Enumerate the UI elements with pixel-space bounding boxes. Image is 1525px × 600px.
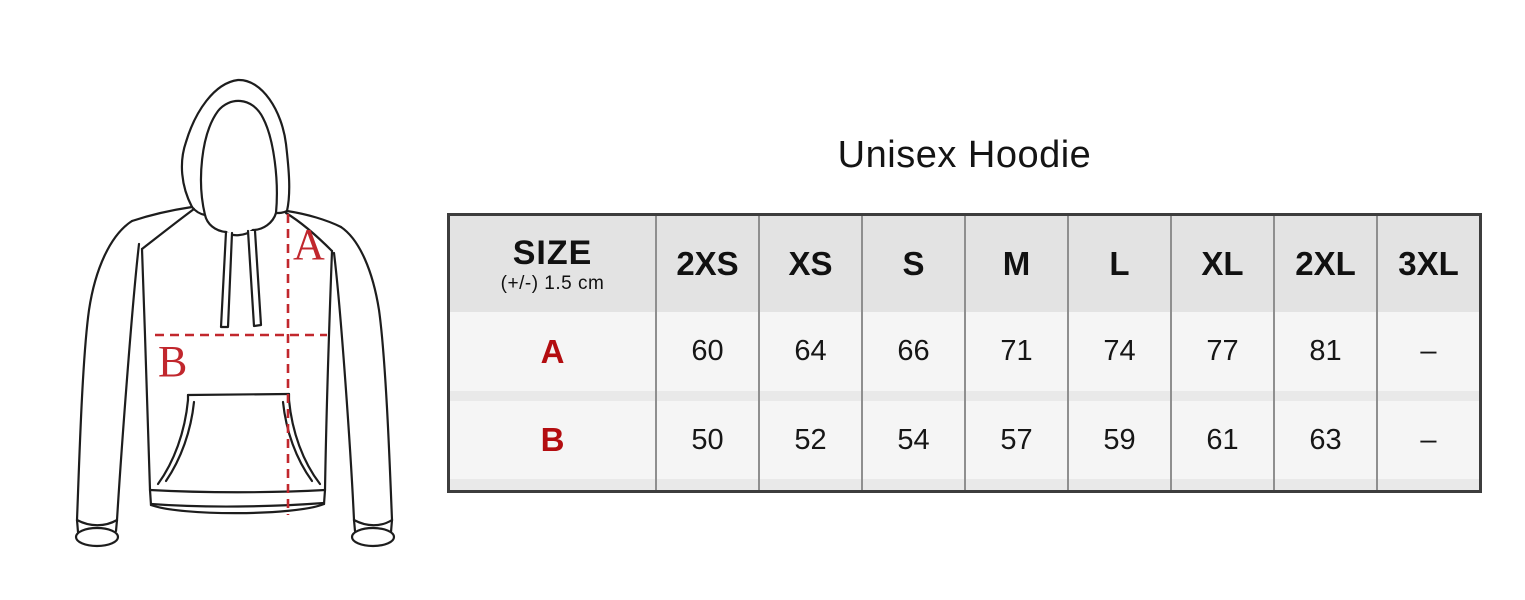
column-header: M (966, 216, 1067, 312)
value-b-l: 59 (1069, 401, 1170, 479)
value-b-2xl: 63 (1275, 401, 1376, 479)
row-label-b: B (450, 401, 655, 479)
column-header: L (1069, 216, 1170, 312)
value-b-3xl: – (1378, 401, 1479, 479)
hoodie-diagram: A B (74, 78, 396, 548)
value-a-2xs: 60 (657, 312, 758, 391)
column-header: XL (1172, 216, 1273, 312)
column-header: 2XL (1275, 216, 1376, 312)
value-a-2xl: 81 (1275, 312, 1376, 391)
size-tolerance-label: (+/-) 1.5 cm (500, 272, 605, 294)
page-title: Unisex Hoodie (837, 134, 1092, 176)
row-label-a: A (450, 312, 655, 391)
table-column-m: M 71 57 (964, 216, 1067, 490)
size-table: SIZE (+/-) 1.5 cm A B 2XS 60 50 XS 64 52… (447, 213, 1482, 493)
value-a-xs: 64 (760, 312, 861, 391)
column-header: 2XS (657, 216, 758, 312)
size-header-cell: SIZE (+/-) 1.5 cm (450, 216, 655, 312)
table-column-s: S 66 54 (861, 216, 964, 490)
value-a-xl: 77 (1172, 312, 1273, 391)
value-b-2xs: 50 (657, 401, 758, 479)
value-b-s: 54 (863, 401, 964, 479)
value-a-3xl: – (1378, 312, 1479, 391)
column-header: 3XL (1378, 216, 1479, 312)
measurement-lines (155, 214, 327, 515)
value-b-xl: 61 (1172, 401, 1273, 479)
value-a-s: 66 (863, 312, 964, 391)
value-b-xs: 52 (760, 401, 861, 479)
value-a-m: 71 (966, 312, 1067, 391)
value-a-l: 74 (1069, 312, 1170, 391)
table-column-l: L 74 59 (1067, 216, 1170, 490)
column-header: S (863, 216, 964, 312)
value-b-m: 57 (966, 401, 1067, 479)
table-column-2xs: 2XS 60 50 (655, 216, 758, 490)
diagram-label-a: A (293, 220, 325, 269)
table-column-2xl: 2XL 81 63 (1273, 216, 1376, 490)
table-column-xs: XS 64 52 (758, 216, 861, 490)
table-column-xl: XL 77 61 (1170, 216, 1273, 490)
size-header-label: SIZE (512, 233, 593, 272)
table-column-size: SIZE (+/-) 1.5 cm A B (450, 216, 655, 490)
diagram-label-b: B (158, 337, 187, 386)
column-header: XS (760, 216, 861, 312)
table-column-3xl: 3XL – – (1376, 216, 1479, 490)
hoodie-outline (74, 78, 396, 548)
